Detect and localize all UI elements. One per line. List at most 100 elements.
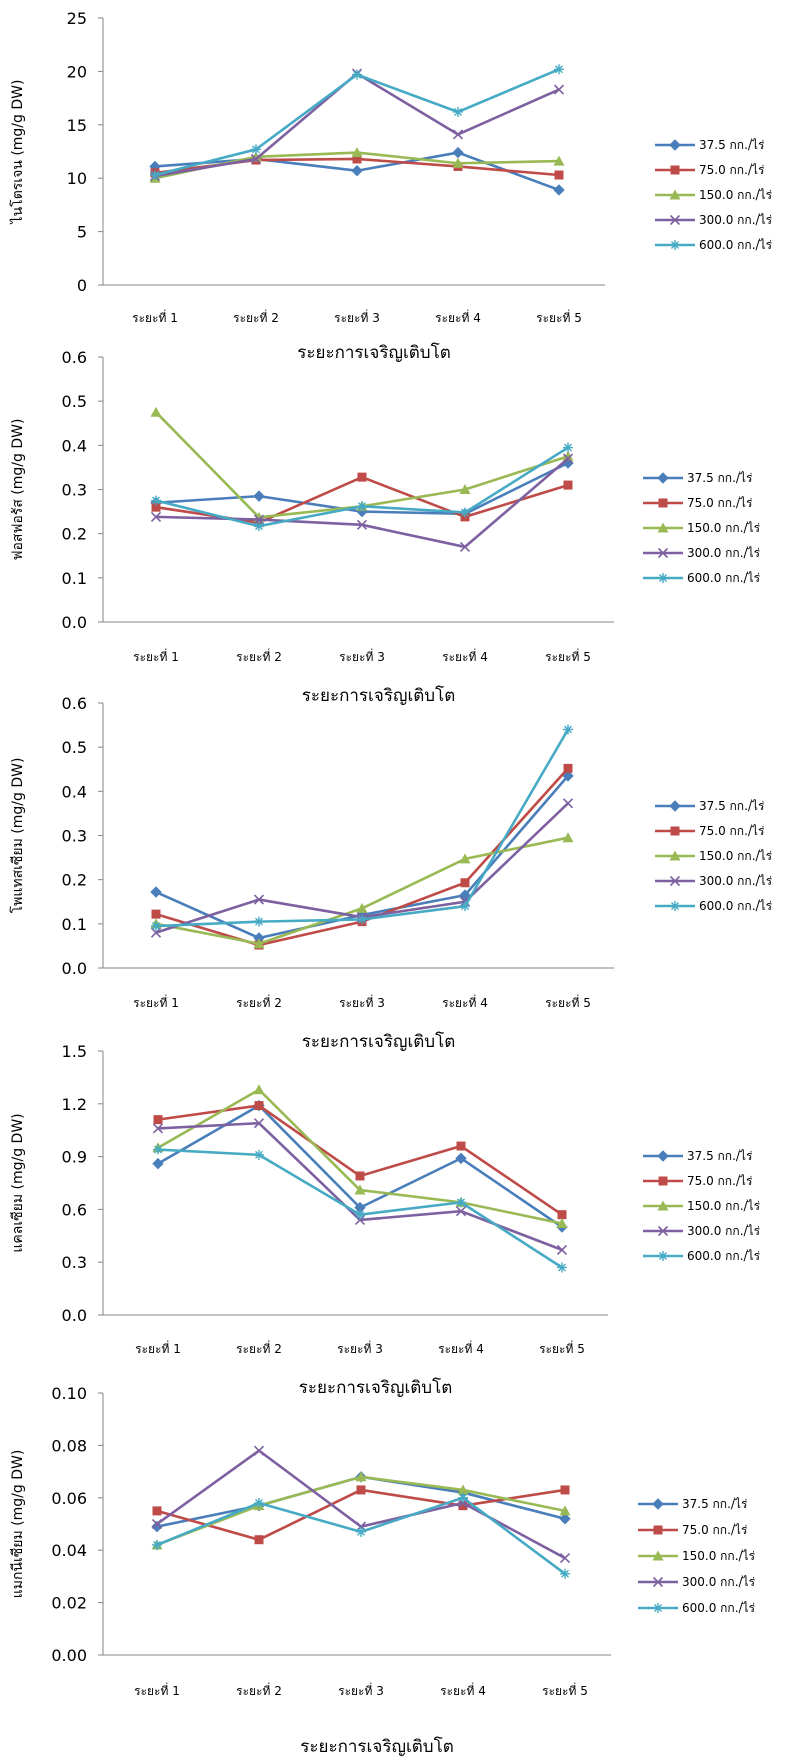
- data-point: [150, 169, 160, 180]
- x-axis-label: ระยะการเจริญเติบโต: [302, 685, 456, 706]
- legend-label: 75.0 กก./ไร่: [699, 163, 765, 177]
- y-tick-label: 0.3: [62, 1253, 87, 1272]
- data-point: [560, 1485, 570, 1495]
- data-point: [356, 519, 368, 530]
- data-point: [456, 1197, 466, 1208]
- data-point: [253, 1084, 265, 1095]
- data-point: [563, 442, 573, 453]
- y-tick-label: 0.2: [62, 871, 87, 890]
- x-tick-label: ระยะที่ 2: [233, 309, 279, 325]
- y-tick-label: 0.6: [62, 348, 87, 367]
- x-tick-label: ระยะที่ 3: [338, 1682, 384, 1698]
- x-tick-label: ระยะที่ 4: [442, 994, 488, 1010]
- x-tick-label: ระยะที่ 3: [337, 1340, 383, 1356]
- data-point: [151, 909, 161, 919]
- y-tick-label: 0.6: [62, 694, 87, 713]
- legend-label: 75.0 กก./ไร่: [682, 1523, 748, 1537]
- data-point: [560, 1568, 570, 1579]
- y-tick-label: 0.5: [62, 738, 87, 757]
- data-point: [459, 853, 471, 864]
- data-point: [460, 878, 470, 888]
- legend-label: 600.0 กก./ไร่: [687, 571, 761, 585]
- legend-label: 300.0 กก./ไร่: [682, 1575, 756, 1589]
- data-point: [254, 1149, 264, 1160]
- x-tick-label: ระยะที่ 5: [542, 1682, 588, 1698]
- x-tick-label: ระยะที่ 5: [545, 648, 591, 664]
- y-tick-label: 0.0: [62, 959, 87, 978]
- data-point: [453, 106, 463, 117]
- data-point: [553, 84, 565, 95]
- data-point: [459, 484, 471, 494]
- x-axis-label: ระยะการเจริญเติบโต: [299, 1377, 453, 1398]
- legend-label: 150.0 กก./ไร่: [699, 849, 773, 863]
- legend-label: 300.0 กก./ไร่: [687, 546, 761, 560]
- x-tick-label: ระยะที่ 5: [536, 309, 582, 325]
- y-tick-label: 0.3: [62, 481, 87, 500]
- legend-label: 75.0 กก./ไร่: [687, 1174, 753, 1188]
- x-tick-label: ระยะที่ 3: [339, 994, 385, 1010]
- y-tick-label: 0.4: [62, 782, 87, 801]
- legend-label: 150.0 กก./ไร่: [687, 1199, 761, 1213]
- data-point: [556, 1244, 568, 1255]
- legend-marker: [657, 1200, 669, 1211]
- data-point: [152, 1506, 162, 1516]
- legend-marker: [657, 547, 669, 559]
- legend-label: 37.5 กก./ไร่: [682, 1497, 748, 1511]
- data-point: [460, 901, 470, 912]
- legend-label: 75.0 กก./ไร่: [687, 496, 753, 510]
- data-point: [556, 1217, 568, 1228]
- x-tick-label: ระยะที่ 1: [135, 1340, 181, 1356]
- data-point: [562, 832, 574, 843]
- legend-marker: [670, 165, 680, 175]
- data-point: [151, 921, 161, 932]
- legend-marker: [653, 1603, 663, 1613]
- legend-marker: [670, 901, 680, 911]
- legend-label: 75.0 กก./ไร่: [699, 824, 765, 838]
- y-tick-label: 5: [77, 223, 87, 242]
- legend-label: 300.0 กก./ไร่: [699, 213, 773, 227]
- x-tick-label: ระยะที่ 2: [236, 1340, 282, 1356]
- legend-marker: [670, 826, 680, 836]
- legend-marker: [657, 1225, 669, 1237]
- data-point: [152, 1123, 164, 1134]
- data-point: [151, 1520, 163, 1533]
- data-point: [562, 453, 574, 464]
- x-tick-label: ระยะที่ 4: [435, 309, 481, 325]
- y-axis-label: ไนโตรเจน (mg/g DW): [9, 80, 26, 225]
- y-tick-label: 0.04: [51, 1541, 87, 1560]
- legend-marker: [669, 214, 681, 226]
- x-tick-label: ระยะที่ 1: [133, 994, 179, 1010]
- y-tick-label: 1.5: [62, 1042, 87, 1061]
- x-axis-label: ระยะการเจริญเติบโต: [302, 1031, 456, 1052]
- data-point: [553, 184, 565, 196]
- data-point: [559, 1552, 571, 1564]
- legend-label: 300.0 กก./ไร่: [687, 1224, 761, 1238]
- legend-label: 37.5 กก./ไร่: [687, 1149, 753, 1163]
- data-point: [452, 129, 464, 140]
- x-tick-label: ระยะที่ 4: [438, 1340, 484, 1356]
- data-point: [458, 1492, 468, 1503]
- data-point: [563, 480, 573, 490]
- y-tick-label: 25: [67, 9, 87, 28]
- data-point: [455, 1206, 467, 1217]
- y-axis-label: โพแทสเซียม (mg/g DW): [9, 758, 26, 914]
- legend-label: 37.5 กก./ไร่: [699, 138, 765, 152]
- legend-label: 300.0 กก./ไร่: [699, 874, 773, 888]
- data-point: [152, 1157, 164, 1170]
- y-tick-label: 20: [67, 62, 87, 81]
- x-tick-label: ระยะที่ 3: [339, 648, 385, 664]
- data-point: [251, 144, 261, 155]
- legend-marker: [657, 472, 669, 484]
- legend-marker: [652, 1498, 664, 1510]
- legend-label: 600.0 กก./ไร่: [699, 899, 773, 913]
- x-tick-label: ระยะที่ 4: [442, 648, 488, 664]
- data-point: [554, 170, 564, 180]
- data-point: [563, 763, 573, 773]
- data-point: [553, 155, 565, 166]
- data-point: [254, 1535, 264, 1545]
- chart-1: 0 5 10 15 20 25 ระยะที่ 1 ระยะที่ 2 ระยะที่ 3 ระย…: [9, 9, 773, 363]
- data-point: [562, 770, 574, 782]
- data-point: [459, 541, 471, 552]
- x-tick-label: ระยะที่ 1: [134, 1682, 180, 1698]
- data-point: [457, 1484, 469, 1495]
